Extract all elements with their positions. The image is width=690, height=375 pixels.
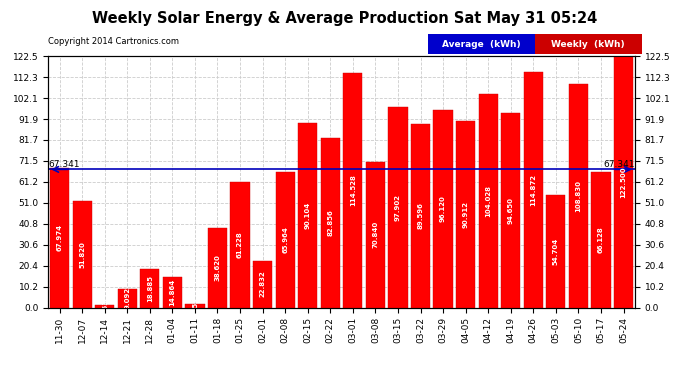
Text: 94.650: 94.650 [508, 197, 514, 224]
Bar [275, 172, 295, 308]
Bar [72, 201, 92, 308]
Bar [118, 289, 137, 308]
Text: Average  (kWh): Average (kWh) [442, 40, 520, 49]
Bar [321, 138, 340, 308]
Bar [546, 195, 565, 308]
Bar [456, 121, 475, 308]
Bar [95, 305, 115, 308]
Text: 114.528: 114.528 [350, 174, 356, 206]
Text: 65.964: 65.964 [282, 226, 288, 253]
Bar [366, 162, 385, 308]
Bar [253, 261, 272, 308]
Text: 1.053: 1.053 [101, 298, 108, 321]
Bar [524, 72, 543, 308]
Bar [186, 304, 204, 307]
Bar [591, 172, 611, 308]
Text: 38.620: 38.620 [215, 255, 221, 281]
Text: Copyright 2014 Cartronics.com: Copyright 2014 Cartronics.com [48, 38, 179, 46]
Bar [298, 123, 317, 308]
Text: 61.228: 61.228 [237, 231, 243, 258]
Text: 54.704: 54.704 [553, 238, 559, 265]
Bar [208, 228, 227, 308]
Bar [614, 56, 633, 308]
Bar [501, 113, 520, 308]
Text: 22.832: 22.832 [259, 271, 266, 297]
Text: 66.128: 66.128 [598, 226, 604, 253]
Bar [433, 110, 453, 308]
Text: 9.092: 9.092 [124, 287, 130, 309]
Bar [343, 73, 362, 308]
Bar [411, 124, 430, 308]
Text: 67.341: 67.341 [603, 160, 635, 170]
Text: 1.752: 1.752 [192, 297, 198, 319]
Text: 90.912: 90.912 [462, 201, 469, 228]
Text: 14.864: 14.864 [169, 279, 175, 306]
Text: 96.120: 96.120 [440, 195, 446, 222]
Text: 70.840: 70.840 [373, 221, 378, 249]
Bar [163, 277, 182, 308]
Text: 104.028: 104.028 [485, 185, 491, 217]
Bar [388, 107, 408, 307]
Text: Weekly Solar Energy & Average Production Sat May 31 05:24: Weekly Solar Energy & Average Production… [92, 11, 598, 26]
Text: 18.885: 18.885 [147, 274, 152, 302]
Text: 114.872: 114.872 [531, 174, 536, 206]
Text: 108.830: 108.830 [575, 180, 582, 212]
Text: 97.902: 97.902 [395, 194, 401, 220]
Bar [479, 94, 497, 308]
Text: 89.596: 89.596 [417, 202, 424, 229]
Bar [50, 168, 69, 308]
Text: 51.820: 51.820 [79, 241, 85, 268]
Text: Weekly  (kWh): Weekly (kWh) [551, 40, 625, 49]
Text: 67.341: 67.341 [48, 160, 80, 170]
Text: 122.500: 122.500 [620, 166, 627, 198]
Text: 90.104: 90.104 [305, 201, 310, 229]
Text: 67.974: 67.974 [57, 224, 63, 251]
Bar [230, 182, 250, 308]
Bar [569, 84, 588, 308]
Bar [140, 269, 159, 308]
Text: 82.856: 82.856 [327, 209, 333, 236]
